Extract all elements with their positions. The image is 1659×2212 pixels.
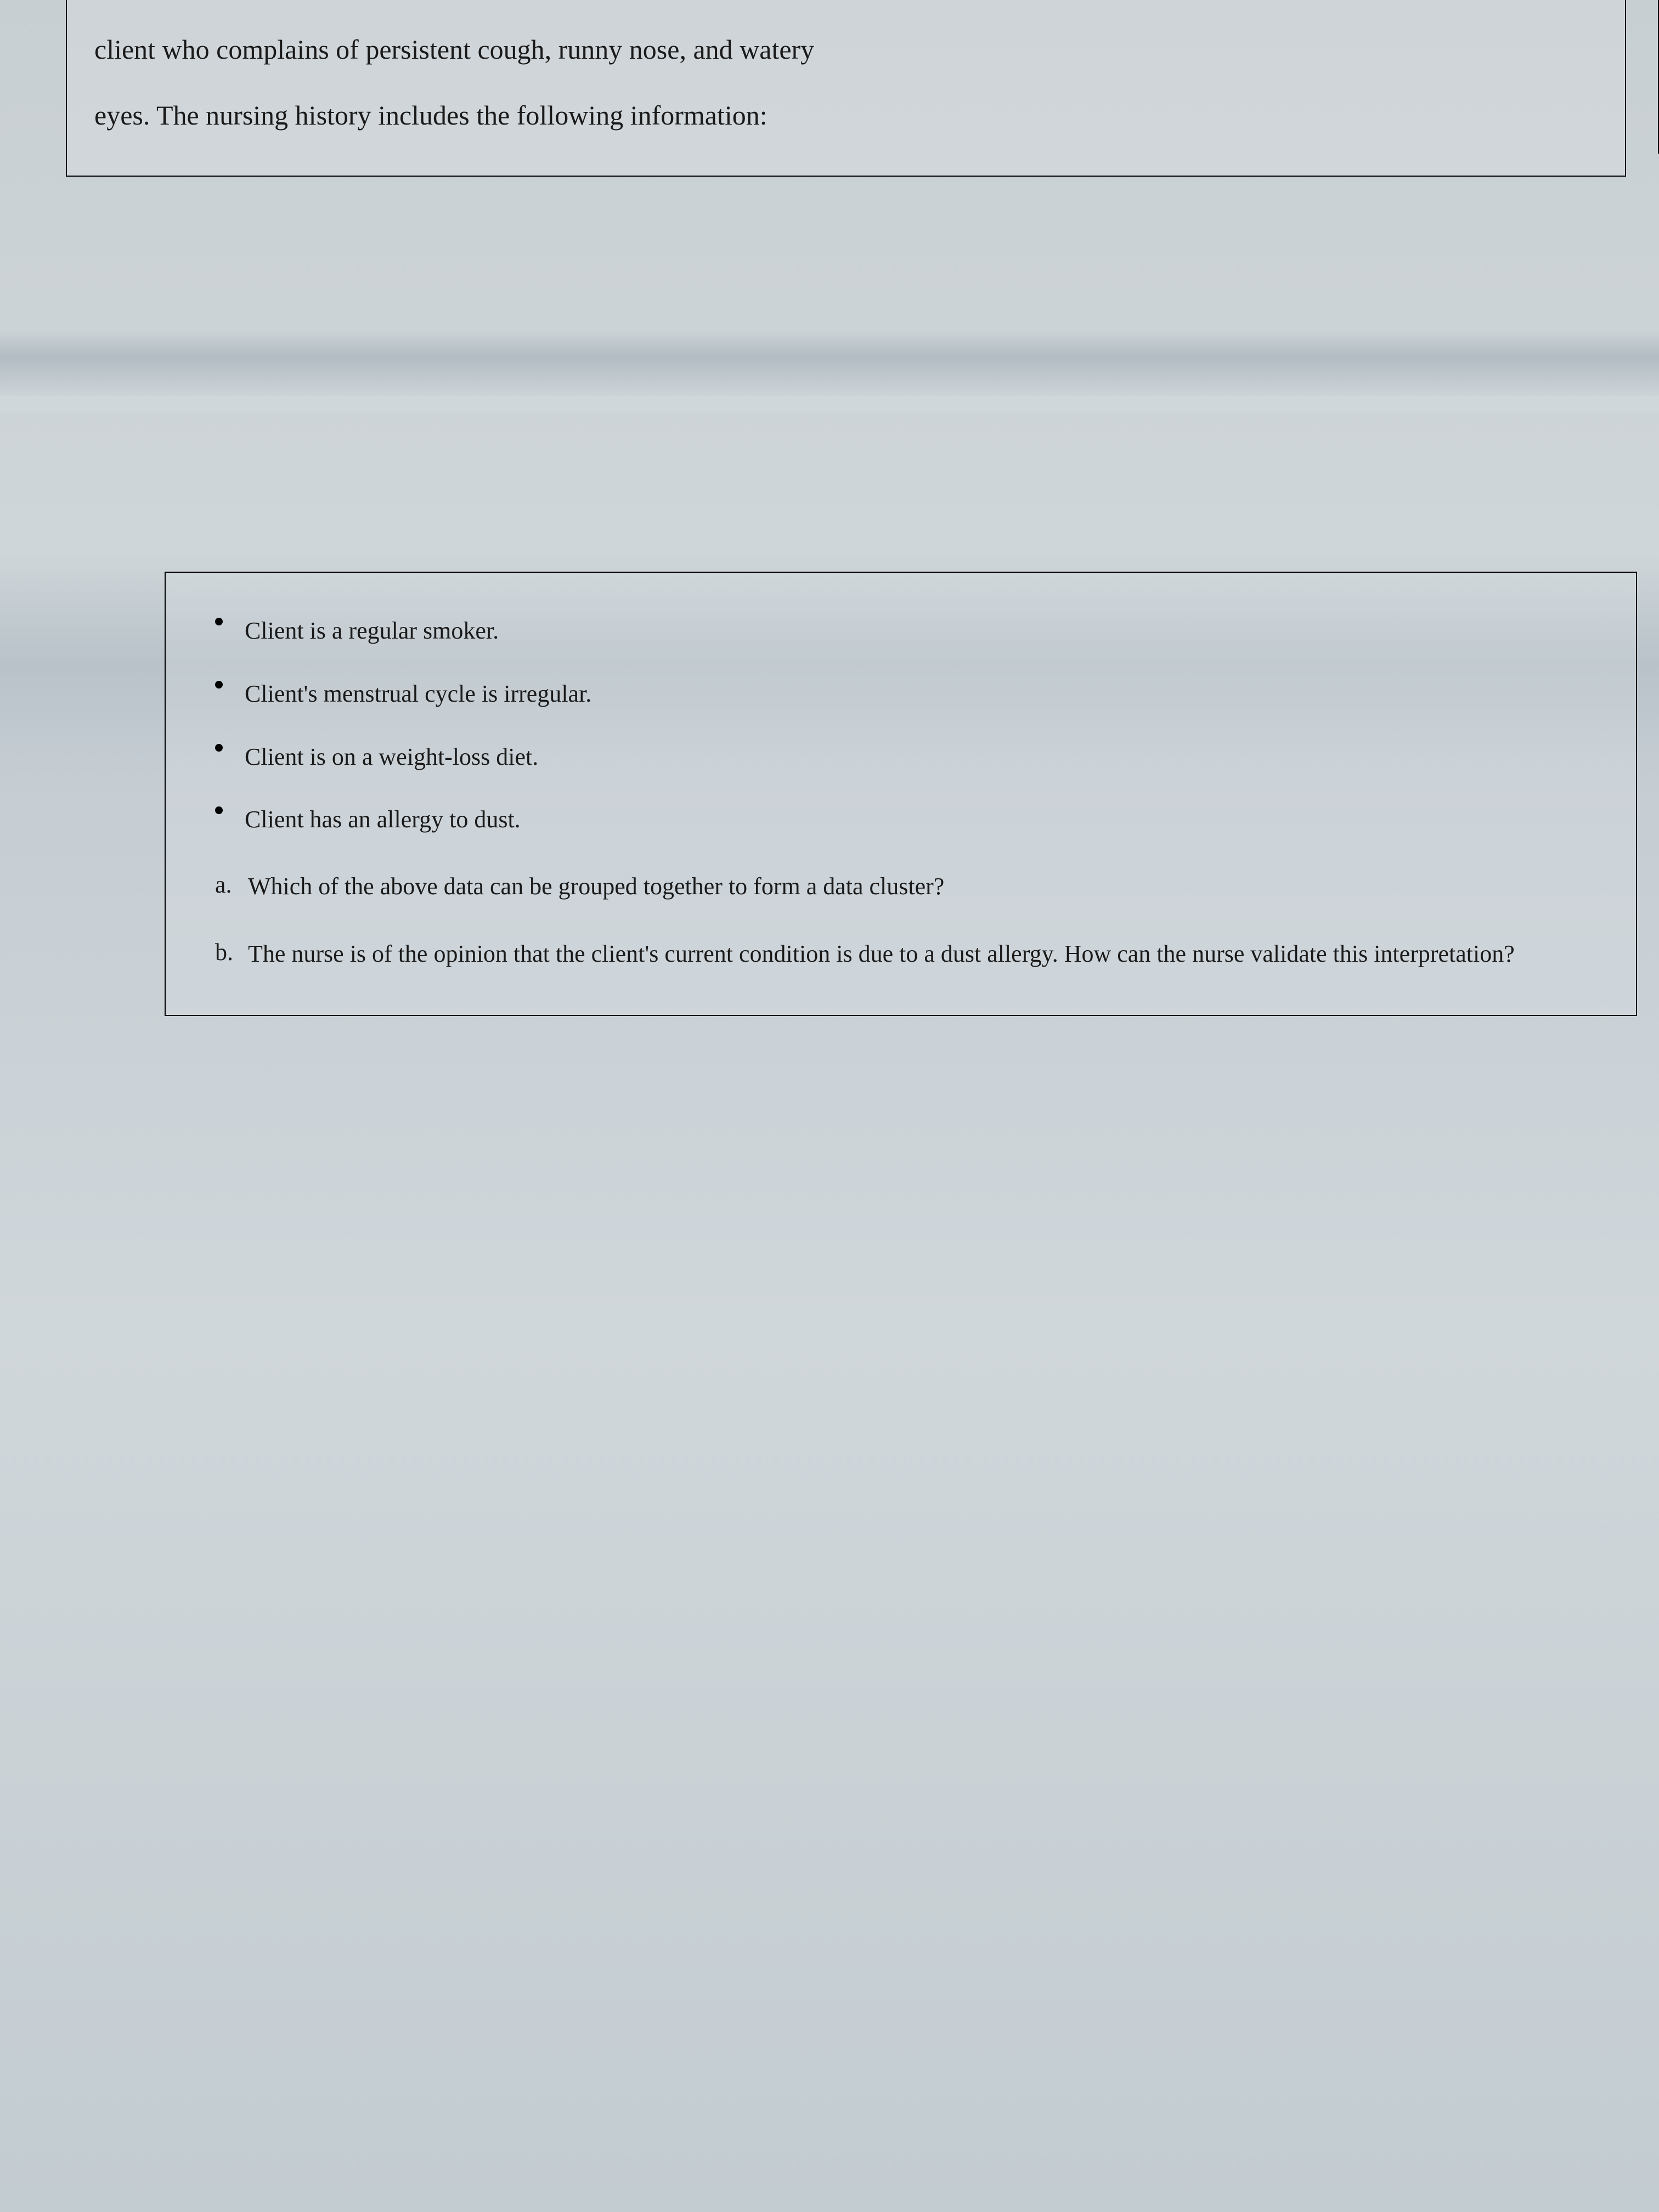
bottom-region: Client is a regular smoker. Client's men… [0,572,1659,1016]
list-item: Client is on a weight-loss diet. [215,731,1603,784]
bullet-text-1: Client is a regular smoker. [245,605,1603,658]
bullet-icon [215,744,223,752]
screen-glare-2 [0,396,1659,413]
question-b: b. The nurse is of the opinion that the … [182,926,1603,981]
question-a-text: Which of the above data can be grouped t… [248,859,1603,914]
document-page: client who complains of persistent cough… [0,0,1659,2212]
list-item: Client is a regular smoker. [215,605,1603,658]
bullet-text-2: Client's menstrual cycle is irregular. [245,668,1603,721]
page-gap [0,177,1659,572]
scenario-box: client who complains of persistent cough… [66,0,1626,177]
bullet-icon [215,806,223,814]
question-b-marker: b. [215,926,248,979]
question-b-text: The nurse is of the opinion that the cli… [248,926,1603,981]
question-a: a. Which of the above data can be groupe… [215,859,1603,914]
bullet-icon [215,618,223,625]
bullet-text-3: Client is on a weight-loss diet. [245,731,1603,784]
history-box: Client is a regular smoker. Client's men… [165,572,1637,1016]
scenario-line-1: client who complains of persistent cough… [94,16,1598,82]
scenario-line-2: eyes. The nursing history includes the f… [94,82,1598,148]
list-item: Client's menstrual cycle is irregular. [215,668,1603,721]
bottom-whitespace [0,1016,1659,1400]
list-item: Client has an allergy to dust. [215,793,1603,847]
bullet-text-4: Client has an allergy to dust. [245,793,1603,847]
question-a-marker: a. [215,859,248,912]
screen-glare [0,330,1659,396]
bullet-icon [215,681,223,689]
